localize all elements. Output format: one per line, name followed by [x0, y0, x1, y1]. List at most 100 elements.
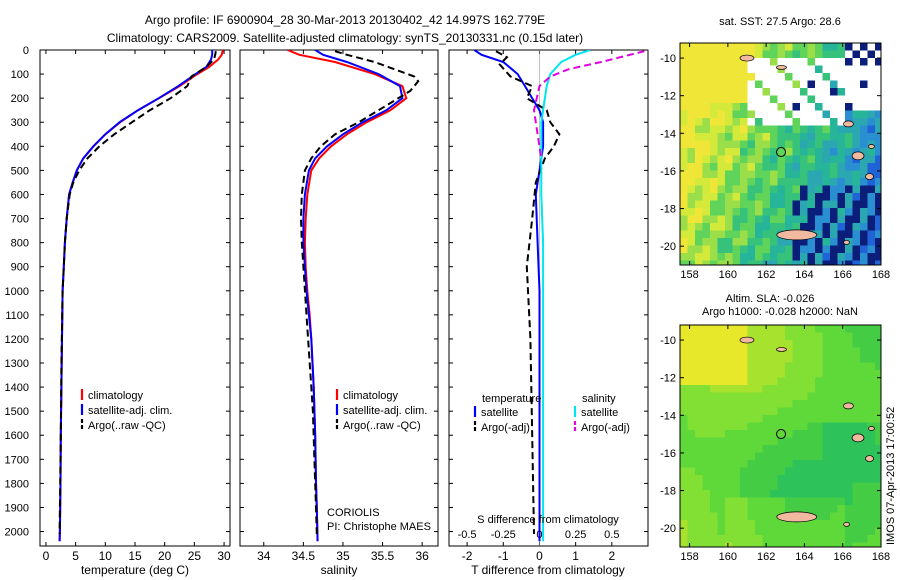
- sst-cell: [710, 163, 718, 171]
- sst-cell: [725, 193, 733, 201]
- sla-cell: [702, 445, 711, 453]
- sst-cell: [770, 110, 778, 119]
- sst-cell: [822, 133, 831, 141]
- sla-cell: [740, 407, 748, 416]
- sla-cell: [680, 475, 688, 483]
- sla-cell: [717, 482, 726, 491]
- sla-cell: [695, 407, 703, 416]
- sst-cell: [777, 238, 786, 246]
- sst-cell: [792, 253, 801, 261]
- sla-cell: [710, 422, 718, 431]
- sst-cell: [747, 133, 756, 141]
- sla-cell: [837, 392, 846, 401]
- island-shape: [843, 120, 854, 128]
- sla-cell: [725, 535, 733, 543]
- sst-cell: [702, 140, 711, 149]
- sla-cell: [785, 415, 793, 423]
- sst-cell: [815, 223, 823, 231]
- sla-cell: [770, 415, 778, 423]
- sla-cell: [687, 505, 696, 513]
- sst-cell: [740, 223, 748, 231]
- sla-cell: [777, 490, 786, 498]
- sst-cell: [680, 200, 688, 209]
- sst-cell: [800, 50, 808, 59]
- sla-cell: [702, 430, 711, 438]
- sla-cell: [860, 445, 868, 453]
- sst-cell: [740, 73, 748, 81]
- sla-cell: [792, 370, 801, 378]
- sla-cell: [710, 452, 718, 461]
- sst-cell: [807, 133, 816, 141]
- sst-cell: [740, 125, 748, 134]
- sla-cell: [822, 460, 831, 468]
- sst-cell: [770, 208, 778, 216]
- map-y-tick-label: -14: [660, 410, 676, 422]
- sst-cell: [762, 118, 771, 126]
- sst-cell: [785, 185, 793, 194]
- sla-cell: [875, 355, 881, 363]
- sst-cell: [815, 148, 823, 156]
- sla-cell: [822, 497, 831, 506]
- sla-cell: [770, 497, 778, 506]
- sst-map-title: sat. SST: 27.5 Argo: 28.6: [719, 16, 841, 28]
- sst-cell: [785, 155, 793, 164]
- sla-cell: [747, 430, 756, 438]
- sst-cell: [785, 170, 793, 179]
- x2-tick-label: 0.25: [565, 529, 586, 541]
- sla-cell: [860, 400, 868, 408]
- sst-cell: [680, 193, 688, 201]
- y-tick-label: 1600: [5, 430, 29, 442]
- island-shape: [843, 240, 850, 245]
- sst-cell: [822, 110, 831, 119]
- series-line-climatology: [58, 50, 224, 542]
- sla-cell: [852, 482, 861, 491]
- sla-cell: [822, 407, 831, 416]
- sst-cell: [770, 200, 778, 209]
- sst-cell: [762, 155, 771, 164]
- sst-cell: [740, 110, 748, 119]
- sla-cell: [702, 415, 711, 423]
- sla-cell: [867, 400, 876, 408]
- sla-cell: [717, 475, 726, 483]
- sla-cell: [867, 392, 876, 401]
- sst-cell: [732, 253, 741, 261]
- sst-cell: [702, 185, 711, 194]
- sst-cell: [680, 80, 688, 89]
- sst-cell: [755, 103, 763, 111]
- y-tick-label: 400: [11, 141, 29, 153]
- sst-cell: [740, 238, 748, 246]
- sla-cell: [717, 497, 726, 506]
- sla-cell: [702, 355, 711, 363]
- sst-cell: [762, 170, 771, 179]
- sst-cell: [680, 170, 688, 179]
- sla-cell: [725, 475, 733, 483]
- sst-cell: [815, 103, 823, 111]
- sla-cell: [710, 505, 718, 513]
- y-tick-label: 1500: [5, 406, 29, 418]
- sla-cell: [717, 407, 726, 416]
- sst-cell: [777, 103, 786, 111]
- sst-cell: [680, 140, 688, 149]
- sla-cell: [845, 347, 853, 356]
- sla-cell: [792, 527, 801, 536]
- sla-cell: [687, 535, 696, 543]
- sla-cell: [702, 512, 711, 521]
- sla-cell: [785, 362, 793, 371]
- sst-cell: [845, 155, 853, 164]
- sst-cell: [687, 65, 696, 74]
- sla-cell: [710, 332, 718, 341]
- sst-cell: [777, 178, 786, 186]
- sst-cell: [732, 80, 741, 89]
- sla-cell: [777, 475, 786, 483]
- sst-cell: [687, 125, 696, 134]
- sla-cell: [770, 422, 778, 431]
- sst-cell: [860, 43, 868, 51]
- sst-cell: [740, 200, 748, 209]
- x-tick-label: 34: [257, 549, 271, 563]
- sst-cell: [852, 185, 861, 194]
- sst-cell: [875, 238, 881, 246]
- map-x-tick-label: 162: [757, 269, 775, 281]
- sla-cell: [680, 392, 688, 401]
- sla-cell: [695, 520, 703, 528]
- legend-entry: Argo(..raw -QC): [88, 420, 166, 432]
